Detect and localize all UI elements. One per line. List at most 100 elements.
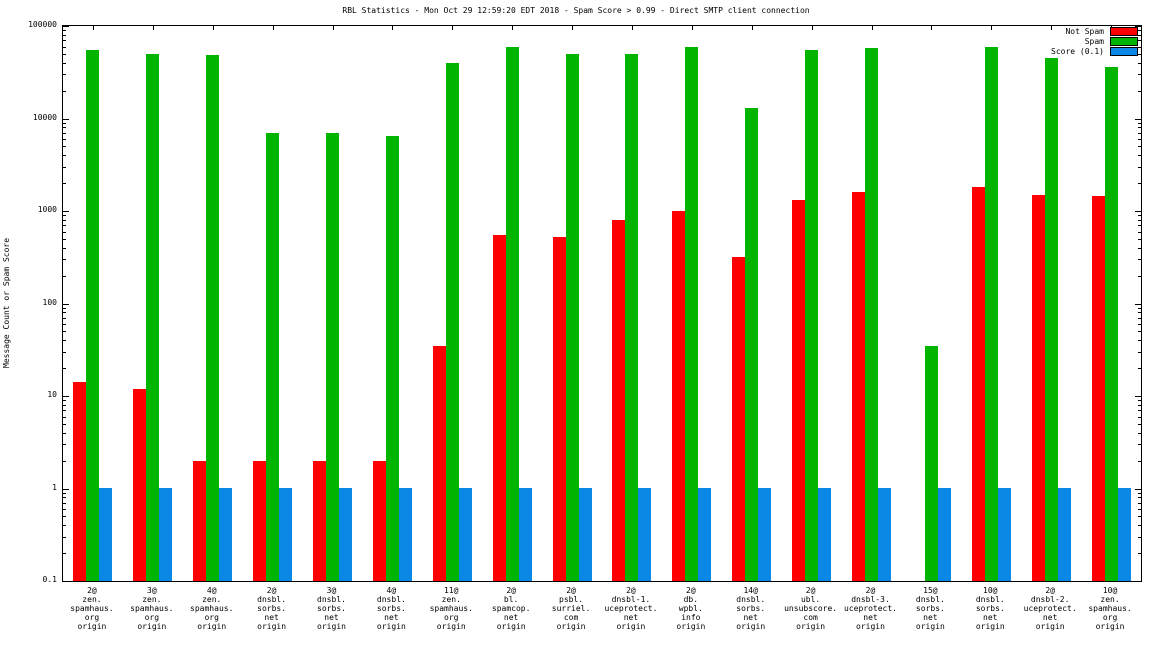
y-axis-minor-tick <box>63 461 66 462</box>
y-axis-tick <box>1135 211 1141 212</box>
x-axis-tick <box>392 26 393 30</box>
bar-not-spam <box>373 461 386 581</box>
y-axis-minor-tick <box>63 410 66 411</box>
bar-score-0-1- <box>399 488 412 581</box>
bar-spam <box>326 133 339 581</box>
y-axis-minor-tick <box>63 167 66 168</box>
y-axis-minor-tick <box>1138 248 1141 249</box>
plot-area <box>62 25 1142 582</box>
y-axis-tick <box>1135 581 1141 582</box>
y-axis-minor-tick <box>1138 308 1141 309</box>
y-axis-minor-tick <box>1138 493 1141 494</box>
x-axis-category-label: 2@ zen. spamhaus. org origin <box>70 586 114 631</box>
x-axis-tick <box>452 26 453 30</box>
y-axis-minor-tick <box>63 40 66 41</box>
bar-score-0-1- <box>698 488 711 581</box>
y-axis-minor-tick <box>63 444 66 445</box>
y-axis-minor-tick <box>63 497 66 498</box>
bar-not-spam <box>73 382 86 581</box>
legend-item-not-spam: Not Spam <box>1051 27 1138 36</box>
x-axis-category-label: 3@ dnsbl. sorbs. net origin <box>317 586 346 631</box>
bar-score-0-1- <box>818 488 831 581</box>
y-axis-minor-tick <box>1138 331 1141 332</box>
bar-score-0-1- <box>459 488 472 581</box>
y-axis-minor-tick <box>63 525 66 526</box>
x-axis-category-label: 2@ dnsbl. sorbs. net origin <box>257 586 287 631</box>
y-axis-minor-tick <box>63 424 66 425</box>
bar-score-0-1- <box>519 488 532 581</box>
y-axis-minor-tick <box>1138 340 1141 341</box>
bar-not-spam <box>133 389 146 581</box>
y-axis-tick-label: 10000 <box>32 112 57 122</box>
bar-spam <box>1045 58 1058 581</box>
y-axis-minor-tick <box>63 417 66 418</box>
bar-spam <box>86 50 99 581</box>
y-axis-minor-tick <box>63 30 66 31</box>
y-axis-tick-label: 1 <box>52 482 57 492</box>
y-axis-minor-tick <box>63 183 66 184</box>
y-axis-minor-tick <box>63 225 66 226</box>
y-axis-minor-tick <box>63 259 66 260</box>
y-axis-minor-tick <box>1138 127 1141 128</box>
y-axis-minor-tick <box>63 133 66 134</box>
legend-item-score: Score (0.1) <box>1051 47 1138 56</box>
y-axis-minor-tick <box>1138 232 1141 233</box>
y-axis-minor-tick <box>63 54 66 55</box>
y-axis-minor-tick <box>63 516 66 517</box>
bar-spam <box>446 63 459 581</box>
bar-not-spam <box>253 461 266 581</box>
bar-score-0-1- <box>339 488 352 581</box>
x-axis-category-label: 4@ zen. spamhaus. org origin <box>190 586 234 631</box>
y-axis-tick-label: 100000 <box>28 20 57 29</box>
bar-score-0-1- <box>159 488 172 581</box>
bar-spam <box>805 50 818 581</box>
bar-score-0-1- <box>279 488 292 581</box>
bar-score-0-1- <box>1058 488 1071 581</box>
legend-label-not-spam: Not Spam <box>1065 26 1104 36</box>
y-axis-minor-tick <box>1138 139 1141 140</box>
y-axis-minor-tick <box>1138 444 1141 445</box>
x-axis-category-label: 2@ db. wpbl. info origin <box>676 586 706 631</box>
y-axis-tick-label: 100 <box>42 297 57 307</box>
y-axis-minor-tick <box>1138 503 1141 504</box>
bar-not-spam <box>792 200 805 581</box>
bar-not-spam <box>972 187 985 581</box>
y-axis-minor-tick <box>1138 133 1141 134</box>
y-axis-minor-tick <box>1138 368 1141 369</box>
y-axis-minor-tick <box>1138 47 1141 48</box>
y-axis-tick-label: 0.1 <box>42 575 57 584</box>
bar-spam <box>146 54 159 581</box>
y-axis-minor-tick <box>1138 324 1141 325</box>
bar-spam <box>506 47 519 581</box>
y-axis-minor-tick <box>63 537 66 538</box>
y-axis-tick <box>1135 26 1141 27</box>
bar-score-0-1- <box>579 488 592 581</box>
y-axis-minor-tick <box>63 127 66 128</box>
bar-spam <box>206 55 219 581</box>
y-axis-tick <box>63 304 69 305</box>
y-axis-minor-tick <box>63 63 66 64</box>
y-axis-minor-tick <box>1138 312 1141 313</box>
y-axis-minor-tick <box>1138 167 1141 168</box>
x-axis-tick <box>872 26 873 30</box>
y-axis-minor-tick <box>63 215 66 216</box>
y-axis-minor-tick <box>1138 537 1141 538</box>
bar-not-spam <box>1032 195 1045 581</box>
bar-spam <box>266 133 279 581</box>
bar-spam <box>985 47 998 581</box>
y-axis-minor-tick <box>63 35 66 36</box>
y-axis-minor-tick <box>1138 417 1141 418</box>
y-axis-minor-tick <box>1138 516 1141 517</box>
x-axis-tick <box>213 26 214 30</box>
y-axis-tick <box>1135 489 1141 490</box>
x-axis-category-label: 14@ dnsbl. sorbs. net origin <box>736 586 766 631</box>
y-axis-minor-tick <box>63 220 66 221</box>
y-axis-tick <box>63 119 69 120</box>
x-axis-category-label: 15@ dnsbl. sorbs. net origin <box>915 586 945 631</box>
x-axis-category-label: 2@ dnsbl-1. uceprotect. net origin <box>604 586 658 631</box>
x-axis-tick <box>93 26 94 30</box>
bar-spam <box>625 54 638 581</box>
x-axis-tick <box>512 26 513 30</box>
y-axis-minor-tick <box>63 123 66 124</box>
x-axis-tick <box>1051 26 1052 30</box>
